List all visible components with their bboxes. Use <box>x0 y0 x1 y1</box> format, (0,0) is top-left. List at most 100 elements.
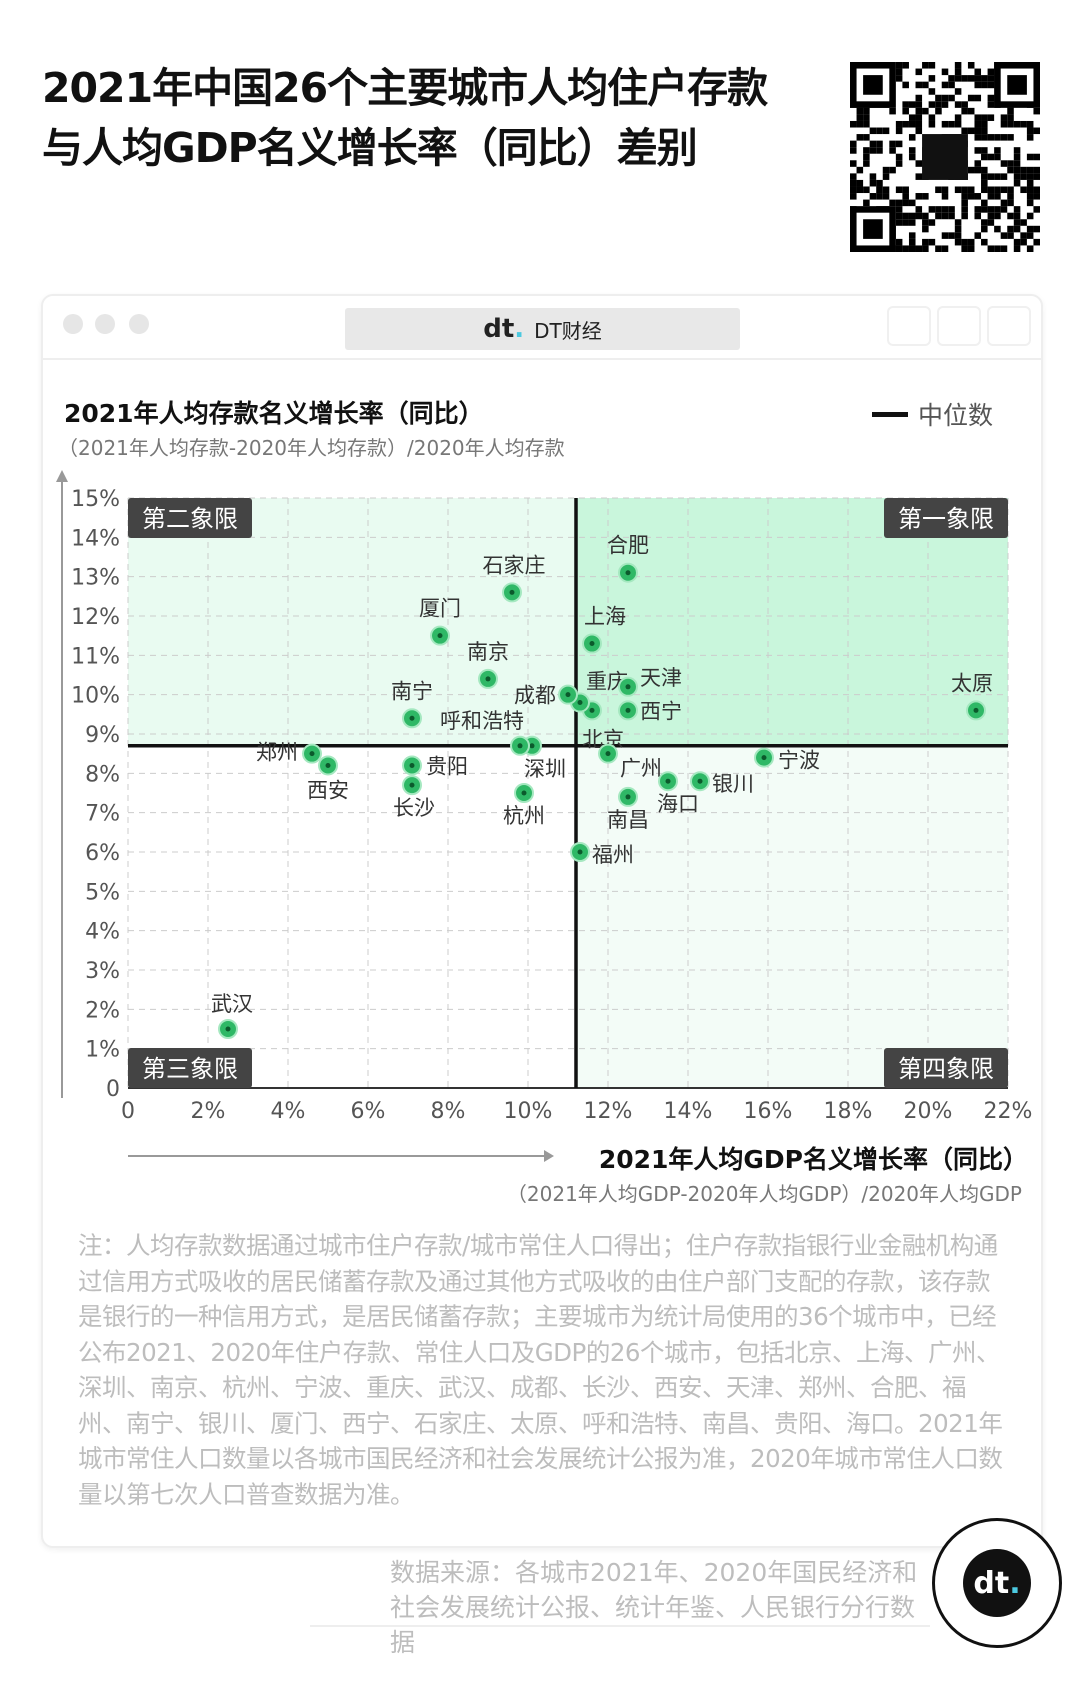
y-tick-label: 4% <box>85 920 120 945</box>
point-label: 石家庄 <box>483 553 546 577</box>
point-label: 广州 <box>620 757 662 781</box>
x-axis-arrow <box>128 1150 554 1162</box>
quadrant-label-bg <box>128 1048 252 1088</box>
point-label: 郑州 <box>256 741 298 765</box>
point-label: 西宁 <box>640 699 682 723</box>
title-line-2: 与人均GDP名义增长率（同比）差别 <box>42 124 698 172</box>
data-point-center <box>625 684 631 690</box>
point-label: 长沙 <box>393 796 435 820</box>
quadrant-label-bg <box>128 498 252 538</box>
data-point-center <box>577 849 583 855</box>
data-point-center <box>485 676 491 682</box>
brand-logo: dt. <box>932 1518 1062 1648</box>
point-label: 深圳 <box>524 757 566 781</box>
data-point-center <box>309 751 315 757</box>
x-tick-label: 16% <box>744 1099 793 1124</box>
maximize-icon[interactable] <box>129 314 149 334</box>
point-label: 杭州 <box>503 804 545 828</box>
title-line-1: 2021年中国26个主要城市人均住户存款 <box>42 64 768 112</box>
x-tick-label: 12% <box>584 1099 633 1124</box>
quadrant-label-bg <box>884 1048 1008 1088</box>
data-point-center <box>225 1026 231 1032</box>
point-label: 南京 <box>467 640 509 664</box>
y-tick-label: 1% <box>85 1038 120 1063</box>
y-axis-subtitle: （2021年人均存款-2020年人均存款）/2020年人均存款 <box>58 436 565 460</box>
point-label: 呼和浩特 <box>440 709 524 733</box>
x-tick-label: 6% <box>351 1099 386 1124</box>
y-tick-label: 14% <box>71 526 120 551</box>
data-point-center <box>665 778 671 784</box>
quadrant-4-fill <box>576 745 1008 1088</box>
y-tick-label: 10% <box>71 684 120 709</box>
page-title: 2021年中国26个主要城市人均住户存款 与人均GDP名义增长率（同比）差别 <box>42 58 768 178</box>
point-label: 海口 <box>657 792 699 816</box>
quadrant-label-q1: 第一象限 <box>898 505 994 533</box>
address-label: DT财经 <box>534 318 602 343</box>
quadrant-label-q4: 第四象限 <box>898 1055 994 1083</box>
close-icon[interactable] <box>63 314 83 334</box>
data-point-center <box>509 589 515 595</box>
data-point-center <box>437 633 443 639</box>
x-tick-label: 18% <box>824 1099 873 1124</box>
copy-icon[interactable] <box>987 306 1031 346</box>
share-icon[interactable] <box>937 306 981 346</box>
quadrant-label-bg <box>884 498 1008 538</box>
y-axis-arrow <box>56 470 68 482</box>
quadrant-1-fill <box>576 498 1008 746</box>
x-tick-label: 20% <box>904 1099 953 1124</box>
point-label: 宁波 <box>778 749 820 773</box>
point-label: 上海 <box>584 605 626 629</box>
record-icon[interactable] <box>887 306 931 346</box>
point-label: 贵阳 <box>426 754 468 778</box>
y-tick-label: 6% <box>85 841 120 866</box>
point-label: 银川 <box>712 772 754 796</box>
y-tick-label: 2% <box>85 998 120 1023</box>
data-point-center <box>697 778 703 784</box>
data-point-center <box>589 641 595 647</box>
dt-logo-icon: dt. <box>483 314 525 344</box>
legend-label: 中位数 <box>918 401 994 430</box>
data-point-center <box>517 743 523 749</box>
quadrant-label-q2: 第二象限 <box>142 505 238 533</box>
legend-median-line <box>872 411 908 417</box>
y-tick-label: 8% <box>85 762 120 787</box>
y-tick-label: 11% <box>71 644 120 669</box>
point-label: 天津 <box>640 666 682 690</box>
y-tick-label: 9% <box>85 723 120 748</box>
data-point-center <box>325 762 331 768</box>
quadrant-label-q3: 第三象限 <box>142 1055 238 1083</box>
legend: 中位数 <box>872 396 993 432</box>
point-label: 南宁 <box>391 679 433 703</box>
point-label: 西安 <box>307 778 349 802</box>
source-text: 数据来源：各城市2021年、2020年国民经济和社会发展统计公报、统计年鉴、人民… <box>390 1558 918 1657</box>
x-tick-label: 22% <box>984 1099 1033 1124</box>
data-point-center <box>529 743 535 749</box>
minimize-icon[interactable] <box>95 314 115 334</box>
y-tick-label: 12% <box>71 605 120 630</box>
y-tick-label: 7% <box>85 802 120 827</box>
data-point-center <box>409 715 415 721</box>
x-axis-title: 2021年人均GDP名义增长率（同比） <box>598 1145 1028 1174</box>
x-tick-label: 4% <box>271 1099 306 1124</box>
data-point-center <box>565 692 571 698</box>
scatter-chart: 0 2% 4% 6% 8% 10% 12% 14% 16% 18% 20% 22% 0 1% 2% 3% 4% 5… <box>56 470 1033 1124</box>
source-box: 数据来源：各城市2021年、2020年国民经济和社会发展统计公报、统计年鉴、人民… <box>310 1545 930 1657</box>
address-bar[interactable]: dt. DT财经 <box>345 308 740 350</box>
data-point-center <box>625 570 631 576</box>
point-label: 福州 <box>592 843 634 867</box>
data-point-center <box>605 751 611 757</box>
point-label: 武汉 <box>211 992 253 1016</box>
data-point-center <box>625 707 631 713</box>
data-point-center <box>761 755 767 761</box>
data-point-center <box>973 707 979 713</box>
data-point-center <box>589 707 595 713</box>
x-tick-label: 14% <box>664 1099 713 1124</box>
y-tick-label: 0 <box>106 1077 120 1102</box>
y-tick-label: 15% <box>71 487 120 512</box>
y-tick-label: 3% <box>85 959 120 984</box>
x-axis-subtitle: （2021年人均GDP-2020年人均GDP）/2020年人均GDP <box>506 1182 1022 1206</box>
data-point-center <box>625 794 631 800</box>
y-tick-label: 5% <box>85 880 120 905</box>
x-tick-label: 10% <box>504 1099 553 1124</box>
data-point-center <box>521 790 527 796</box>
